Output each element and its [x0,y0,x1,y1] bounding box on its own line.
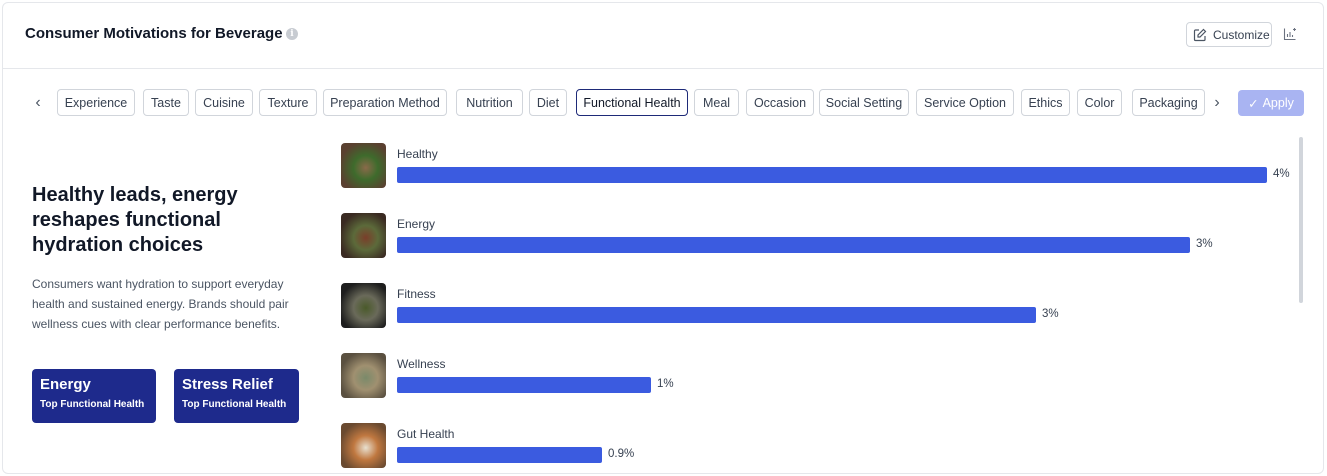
stat-card-subtitle: Top Functional Health [40,399,145,410]
bar-label: Energy [397,217,436,231]
tab-cuisine[interactable]: Cuisine [195,89,253,116]
bar-row: Energy 3% [341,213,1301,258]
bar-row: Gut Health 0.9% [341,423,1301,468]
bar[interactable] [397,237,1190,253]
tab-packaging[interactable]: Packaging [1132,89,1205,116]
tab-service-option[interactable]: Service Option [916,89,1014,116]
stat-card-title: Energy [40,376,91,393]
bar-row: Wellness 1% [341,353,1301,398]
bar-row: Fitness 3% [341,283,1301,328]
apply-label: Apply [1262,96,1294,110]
stat-card-title: Stress Relief [182,376,273,393]
check-icon: ✓ [1248,96,1259,111]
bar-thumbnail-image [341,213,386,258]
tab-color[interactable]: Color [1077,89,1122,116]
bar-value-label: 0.9% [608,448,635,460]
scrollbar[interactable] [1299,137,1303,303]
bar-value-label: 3% [1042,308,1059,320]
bar-thumbnail-image [341,143,386,188]
tab-meal[interactable]: Meal [694,89,739,116]
info-icon[interactable]: i [286,28,298,40]
scroll-left-chevron-icon[interactable]: ‹ [35,94,41,111]
scroll-right-chevron-icon[interactable]: › [1214,94,1220,111]
tab-functional-health[interactable]: Functional Health [576,89,688,116]
insight-panel: Healthy leads, energy reshapes functiona… [32,183,312,334]
bar[interactable] [397,377,651,393]
stat-card-stress-relief[interactable]: Stress Relief Top Functional Health [174,369,299,423]
bar-label: Healthy [397,147,438,161]
chart-settings-icon[interactable] [1283,27,1297,41]
apply-button[interactable]: ✓ Apply [1238,90,1304,116]
bar-value-label: 4% [1273,168,1290,180]
bar[interactable] [397,307,1036,323]
customize-button[interactable]: Customize [1186,22,1272,47]
bar-label: Gut Health [397,427,455,441]
tab-preparation-method[interactable]: Preparation Method [323,89,447,116]
stat-card-subtitle: Top Functional Health [182,399,287,410]
tab-taste[interactable]: Taste [143,89,189,116]
bar-label: Fitness [397,287,436,301]
edit-icon [1193,28,1207,41]
tab-nutrition[interactable]: Nutrition [456,89,523,116]
bar-value-label: 1% [657,378,674,390]
bar-label: Wellness [397,357,446,371]
insight-headline: Healthy leads, energy reshapes functiona… [32,184,238,256]
bar-thumbnail-image [341,353,386,398]
stat-card-energy[interactable]: Energy Top Functional Health [32,369,156,423]
tab-social-setting[interactable]: Social Setting [819,89,909,116]
bar[interactable] [397,167,1267,183]
insight-description: Consumers want hydration to support ever… [32,277,289,331]
card-header: Consumer Motivations for Beverage i Cust… [3,3,1323,69]
bar-row: Healthy 4% [341,143,1301,188]
bar-value-label: 3% [1196,238,1213,250]
tab-occasion[interactable]: Occasion [746,89,814,116]
bar-thumbnail-image [341,423,386,468]
tab-experience[interactable]: Experience [57,89,135,116]
page-title: Consumer Motivations for Beverage [25,25,283,42]
tab-texture[interactable]: Texture [259,89,317,116]
customize-label: Customize [1213,27,1270,42]
bar[interactable] [397,447,602,463]
bar-thumbnail-image [341,283,386,328]
tab-diet[interactable]: Diet [529,89,567,116]
tab-ethics[interactable]: Ethics [1021,89,1070,116]
